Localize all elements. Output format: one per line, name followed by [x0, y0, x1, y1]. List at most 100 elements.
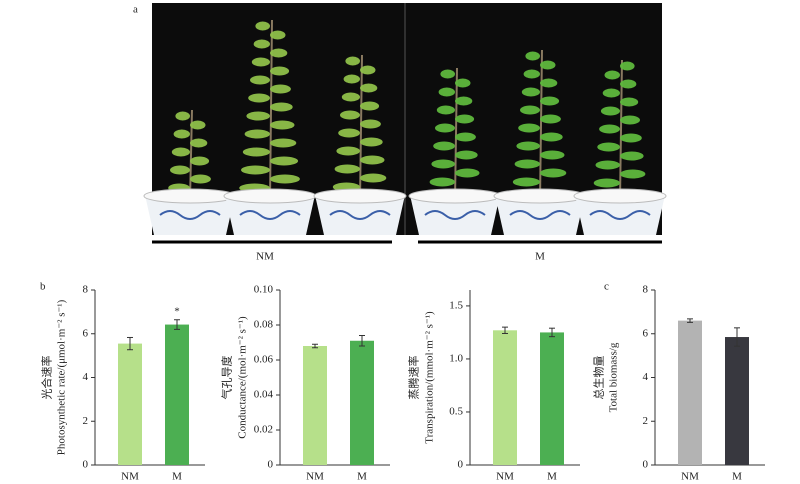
leaf — [270, 66, 290, 76]
leaf — [593, 178, 620, 188]
pot — [315, 195, 405, 235]
leaf — [270, 120, 295, 130]
bar — [118, 343, 142, 465]
y-tick-label: 1.0 — [449, 352, 463, 364]
leaf — [521, 87, 541, 97]
y-tick-label: 8 — [83, 284, 89, 296]
leaf — [540, 150, 565, 160]
leaf — [345, 56, 361, 66]
y-tick-label: 0 — [458, 459, 464, 471]
pot-pattern — [509, 210, 571, 220]
x-tick-label: M — [172, 471, 182, 483]
bar — [493, 330, 517, 465]
leaf — [251, 57, 270, 67]
y-tick-label: 0.04 — [254, 389, 274, 401]
leaf — [438, 87, 455, 97]
leaf — [248, 93, 270, 103]
y-axis-label: Photosynthetic rate/(μmol·m⁻² s⁻¹) — [56, 299, 68, 455]
panel-label: a — [133, 4, 138, 16]
leaf — [190, 174, 211, 184]
y-axis-label: 气孔导度 — [220, 356, 234, 400]
leaf — [270, 48, 288, 58]
y-tick-label: 4 — [643, 371, 649, 383]
pot-rim — [408, 188, 502, 204]
leaf — [523, 69, 540, 79]
leaf — [600, 106, 620, 116]
y-tick-label: 0 — [268, 459, 274, 471]
leaf — [270, 156, 299, 166]
y-axis-label: Transpiration/(mmol·m⁻² s⁻¹) — [424, 311, 436, 444]
pot-pattern — [239, 210, 301, 220]
pot — [495, 195, 585, 235]
bar — [303, 346, 327, 465]
leaf — [173, 129, 190, 139]
y-tick-label: 2 — [83, 415, 89, 427]
leaf — [455, 132, 476, 142]
leaf — [360, 101, 380, 111]
stem — [269, 19, 273, 201]
leaf — [360, 119, 381, 129]
leaf — [620, 133, 642, 143]
pot-rim — [313, 188, 407, 204]
leaf — [620, 115, 640, 125]
leaf — [270, 174, 300, 184]
leaf — [518, 123, 540, 133]
y-axis-label: 蒸腾速率 — [407, 356, 421, 400]
leaf — [171, 147, 190, 157]
y-tick-label: 4 — [83, 371, 89, 383]
leaf — [599, 124, 620, 134]
leaf — [360, 65, 376, 75]
leaf — [602, 88, 620, 98]
leaf — [620, 61, 635, 71]
leaf — [338, 128, 360, 138]
pot-pattern — [329, 210, 391, 220]
pot — [145, 195, 235, 235]
y-tick-label: 0.02 — [254, 424, 273, 436]
y-tick-label: 0.08 — [254, 319, 274, 331]
x-tick-label: NM — [681, 471, 699, 483]
leaf — [336, 146, 361, 156]
pot-pattern — [159, 210, 221, 220]
group-label: NM — [256, 251, 274, 263]
leaf — [270, 138, 297, 148]
leaf — [360, 137, 383, 147]
y-tick-label: 1.5 — [449, 299, 463, 311]
y-tick-label: 0 — [643, 459, 649, 471]
leaf — [597, 142, 621, 152]
leaf — [255, 21, 270, 31]
leaf — [540, 96, 560, 106]
y-tick-label: 0.5 — [449, 406, 463, 418]
y-axis-label: Total biomass/g — [608, 342, 620, 412]
panel-label: b — [40, 281, 46, 293]
leaf — [620, 97, 639, 107]
x-tick-label: M — [547, 471, 557, 483]
leaf — [246, 111, 270, 121]
leaf — [455, 150, 478, 160]
leaf — [525, 51, 540, 61]
stem — [539, 49, 543, 201]
leaf — [520, 105, 540, 115]
leaf — [540, 114, 561, 124]
y-tick-label: 2 — [643, 415, 649, 427]
leaf — [540, 78, 558, 88]
x-tick-label: M — [357, 471, 367, 483]
leaf — [455, 96, 473, 106]
pot-pattern — [589, 210, 651, 220]
leaf — [170, 165, 190, 175]
leaf — [514, 159, 540, 169]
leaf — [429, 177, 455, 187]
x-tick-label: M — [732, 471, 742, 483]
pot-rim — [573, 188, 667, 204]
leaf — [341, 92, 360, 102]
leaf — [343, 74, 360, 84]
y-tick-label: 6 — [83, 327, 89, 339]
leaf — [190, 138, 208, 148]
leaf — [360, 155, 385, 165]
leaf — [435, 123, 455, 133]
leaf — [360, 83, 378, 93]
y-tick-label: 0.06 — [254, 354, 274, 366]
stem — [359, 54, 363, 201]
y-tick-label: 6 — [643, 327, 649, 339]
leaf — [190, 156, 210, 166]
